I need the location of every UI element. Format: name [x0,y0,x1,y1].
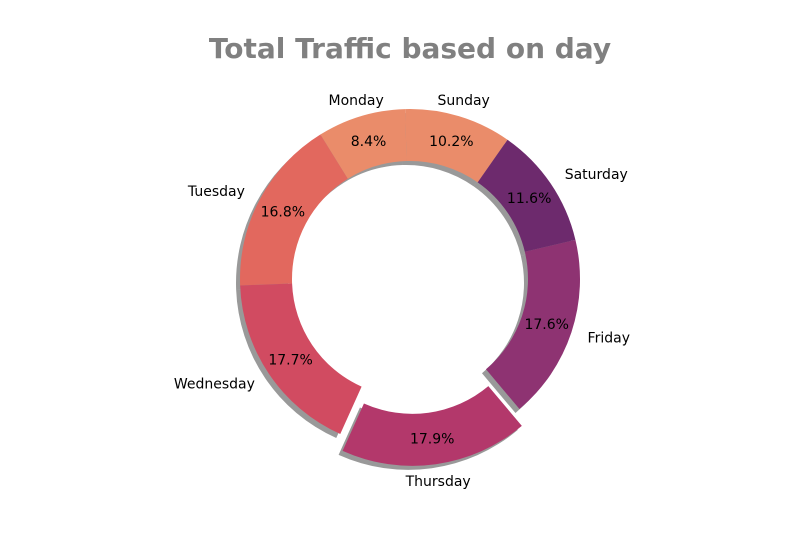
slice-layer [240,109,580,466]
pct-label-sunday: 10.2% [429,134,473,150]
slice-saturday [477,139,576,252]
slice-label-wednesday: Wednesday [174,377,255,393]
chart-title: Total Traffic based on day [209,32,611,65]
slice-sunday [405,109,508,183]
slice-label-saturday: Saturday [565,167,628,183]
slice-label-tuesday: Tuesday [187,184,245,200]
slice-label-friday: Friday [588,331,630,347]
label-layer: 10.2% Sunday 8.4% Monday 16.8% Tuesday 17.7% We… [174,93,630,490]
slice-wednesday [240,283,362,435]
pct-label-thursday: 17.9% [410,431,454,447]
slice-label-sunday: Sunday [437,93,489,109]
slice-label-thursday: Thursday [405,474,471,490]
slice-tuesday [240,134,348,286]
pct-label-wednesday: 17.7% [268,352,312,368]
pct-label-friday: 17.6% [524,317,568,333]
pct-label-monday: 8.4% [351,134,387,150]
pct-label-tuesday: 16.8% [261,204,305,220]
slice-thursday [342,386,522,466]
pct-label-saturday: 11.6% [507,191,551,207]
slice-label-monday: Monday [329,93,384,109]
slice-friday [485,239,580,410]
slice-monday [320,109,407,179]
